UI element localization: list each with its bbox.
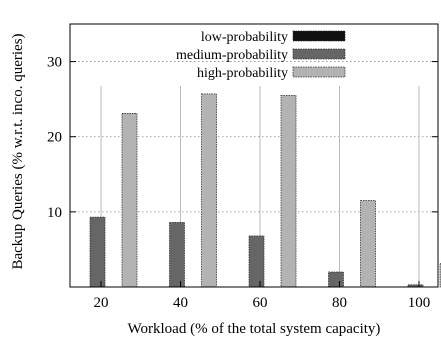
bar-medium-probability-100	[407, 284, 424, 288]
bar-medium-probability-40	[169, 221, 185, 288]
x-tick-label-80: 80	[332, 295, 347, 311]
y-tick-label-20: 20	[47, 130, 62, 146]
x-tick-label-100: 100	[408, 295, 431, 311]
x-tick-label-60: 60	[253, 295, 268, 311]
tick-labels: 10 20 30 20 40 60 80 100	[47, 55, 430, 311]
bar-high-probability-80	[360, 200, 376, 288]
bar-high-probability-60	[280, 94, 297, 288]
y-tick-label-30: 30	[47, 55, 62, 71]
bars	[89, 93, 441, 288]
legend-swatch-low-probability	[292, 30, 346, 42]
legend-swatch-high-probability	[292, 66, 346, 78]
legend-label-low-probability: low-probability	[201, 30, 288, 45]
x-axis-label: Workload (% of the total system capacity…	[128, 321, 381, 337]
plot-frame	[69, 23, 439, 288]
legend-label-high-probability: high-probability	[197, 66, 288, 81]
bar-high-probability-20	[121, 113, 138, 288]
y-tick-label-10: 10	[47, 205, 62, 221]
bar-medium-probability-20	[89, 216, 106, 288]
bar-high-probability-40	[201, 93, 217, 288]
legend-label-medium-probability: medium-probability	[176, 48, 288, 63]
bar-medium-probability-80	[328, 271, 344, 288]
legend: low-probability medium-probability high-pr…	[176, 30, 346, 81]
x-tick-label-40: 40	[173, 295, 188, 311]
bar-medium-probability-60	[248, 235, 265, 288]
y-axis-label: Backup Queries (% w.r.t. inco. queries)	[10, 33, 26, 269]
legend-swatch-medium-probability	[292, 48, 346, 60]
x-tick-label-20: 20	[94, 295, 109, 311]
axes	[69, 23, 439, 288]
